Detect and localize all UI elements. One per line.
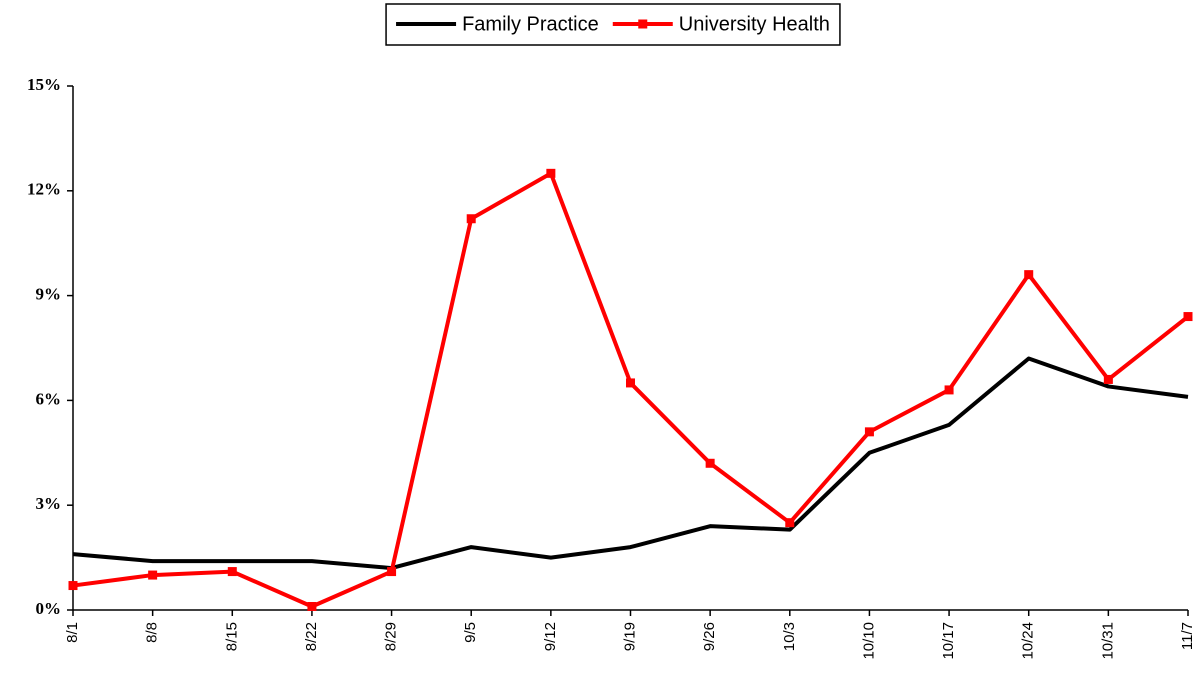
x-tick-label: 8/1 xyxy=(64,622,81,643)
legend: Family Practice University Health xyxy=(385,3,841,46)
x-tick-label: 10/17 xyxy=(940,622,957,660)
x-tick-label: 8/8 xyxy=(144,622,161,643)
point-marker xyxy=(1103,374,1113,384)
x-tick-label: 10/3 xyxy=(781,622,798,651)
x-tick-label: 10/31 xyxy=(1099,622,1116,660)
legend-label: Family Practice xyxy=(462,13,599,35)
point-marker xyxy=(68,581,78,591)
point-marker xyxy=(1024,270,1034,280)
series-line xyxy=(72,171,1190,609)
x-tick-label: 9/5 xyxy=(462,622,479,643)
y-tick-label: 3% xyxy=(36,494,62,513)
point-marker xyxy=(387,567,397,577)
legend-marker xyxy=(638,19,648,29)
x-tick-label: 9/19 xyxy=(621,622,638,651)
series-line xyxy=(72,356,1189,571)
point-marker xyxy=(227,567,237,577)
legend-label: University Health xyxy=(679,13,830,35)
point-marker xyxy=(864,427,874,437)
x-tick-label: 8/22 xyxy=(303,622,320,651)
y-tick-label: 12% xyxy=(27,180,61,199)
y-tick-label: 0% xyxy=(36,599,62,618)
point-marker xyxy=(705,458,715,468)
point-marker xyxy=(944,385,954,395)
point-marker xyxy=(1183,312,1193,322)
x-tick-label: 10/10 xyxy=(860,622,877,660)
point-marker xyxy=(466,214,476,224)
y-tick-label: 9% xyxy=(36,285,62,304)
y-tick-label: 6% xyxy=(36,389,62,408)
x-tick-label: 9/12 xyxy=(542,622,559,651)
x-tick-label: 11/7 xyxy=(1179,622,1196,650)
x-tick-label: 9/26 xyxy=(701,622,718,651)
point-marker xyxy=(626,378,635,388)
y-tick-label: 15% xyxy=(27,75,61,94)
point-marker xyxy=(148,570,158,580)
x-tick-label: 8/15 xyxy=(223,622,240,651)
point-marker xyxy=(785,518,795,528)
point-marker xyxy=(546,168,556,178)
x-tick-label: 10/24 xyxy=(1020,622,1037,660)
x-tick-label: 8/29 xyxy=(383,622,400,651)
point-marker xyxy=(307,602,317,612)
